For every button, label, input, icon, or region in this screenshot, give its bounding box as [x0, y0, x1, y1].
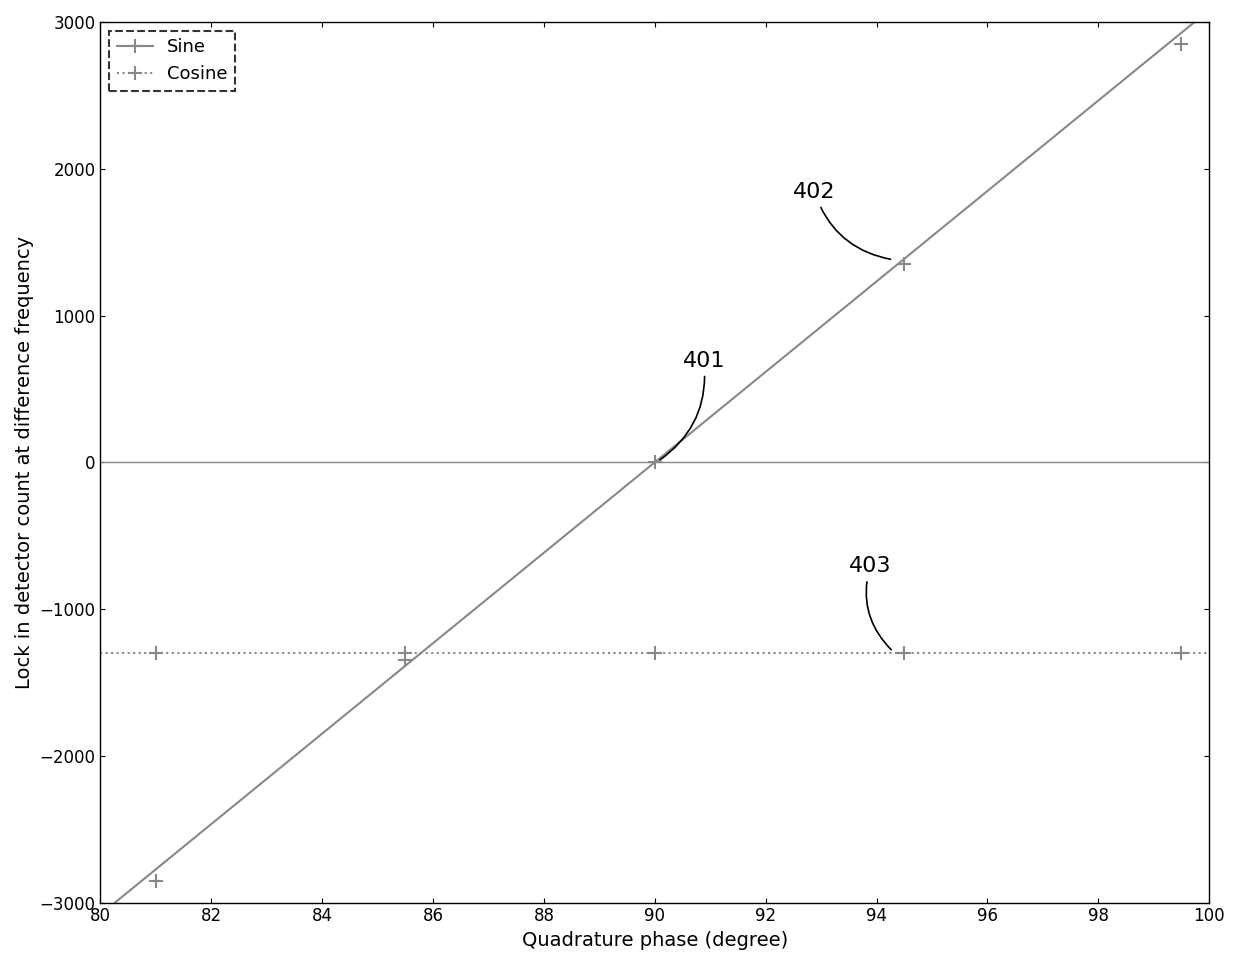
Cosine: [1202, 648, 1216, 659]
Y-axis label: Lock in detector count at difference frequency: Lock in detector count at difference fre…: [15, 235, 33, 689]
Line: Sine: Sine: [100, 10, 1209, 915]
Cosine: [93, 648, 108, 659]
Legend: Sine, Cosine: Sine, Cosine: [109, 31, 234, 91]
Cosine: [693, 648, 708, 659]
Sine: [626, 474, 641, 485]
Cosine: [753, 648, 768, 659]
Cosine: [1002, 648, 1017, 659]
Sine: [620, 480, 635, 491]
Cosine: [620, 648, 635, 659]
X-axis label: Quadrature phase (degree): Quadrature phase (degree): [522, 931, 787, 950]
Sine: [1002, 167, 1017, 179]
Sine: [1202, 4, 1216, 15]
Text: 402: 402: [794, 182, 890, 260]
Cosine: [626, 648, 641, 659]
Sine: [753, 371, 768, 382]
Text: 401: 401: [660, 351, 725, 460]
Sine: [1176, 26, 1190, 38]
Sine: [93, 909, 108, 921]
Text: 403: 403: [849, 557, 892, 649]
Cosine: [1176, 648, 1190, 659]
Sine: [693, 420, 708, 431]
